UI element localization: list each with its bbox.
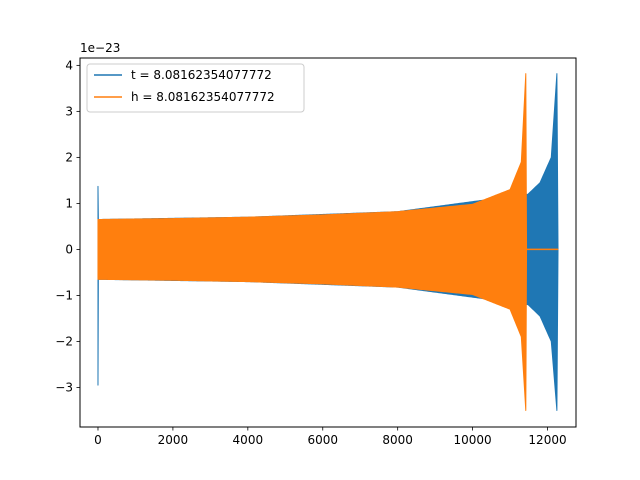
y-tick-label: 1 (65, 197, 73, 211)
x-tick-label: 2000 (158, 433, 189, 447)
x-tick-label: 8000 (382, 433, 413, 447)
y-axis: −3 −2 −1 0 1 2 3 4 (55, 59, 80, 395)
y-tick-label: 3 (65, 105, 73, 119)
y-tick-label: 2 (65, 151, 73, 165)
y-tick-label: −1 (55, 289, 73, 303)
y-tick-label: 0 (65, 243, 73, 257)
x-tick-label: 0 (94, 433, 102, 447)
legend-label-series-1: h = 8.08162354077772 (131, 90, 275, 104)
y-tick-label: 4 (65, 59, 73, 73)
data-layer (97, 73, 559, 411)
legend: t = 8.08162354077772 h = 8.0816235407777… (86, 63, 305, 113)
x-axis: 0 2000 4000 6000 8000 10000 12000 (94, 427, 567, 447)
x-tick-label: 6000 (307, 433, 338, 447)
x-tick-label: 12000 (528, 433, 566, 447)
x-tick-label: 10000 (454, 433, 492, 447)
legend-label-series-0: t = 8.08162354077772 (131, 68, 272, 82)
y-tick-label: −3 (55, 381, 73, 395)
y-offset-label: 1e−23 (80, 41, 120, 55)
y-tick-label: −2 (55, 335, 73, 349)
legend-box (86, 63, 305, 113)
x-tick-label: 4000 (233, 433, 264, 447)
axes-frame (79, 57, 577, 428)
